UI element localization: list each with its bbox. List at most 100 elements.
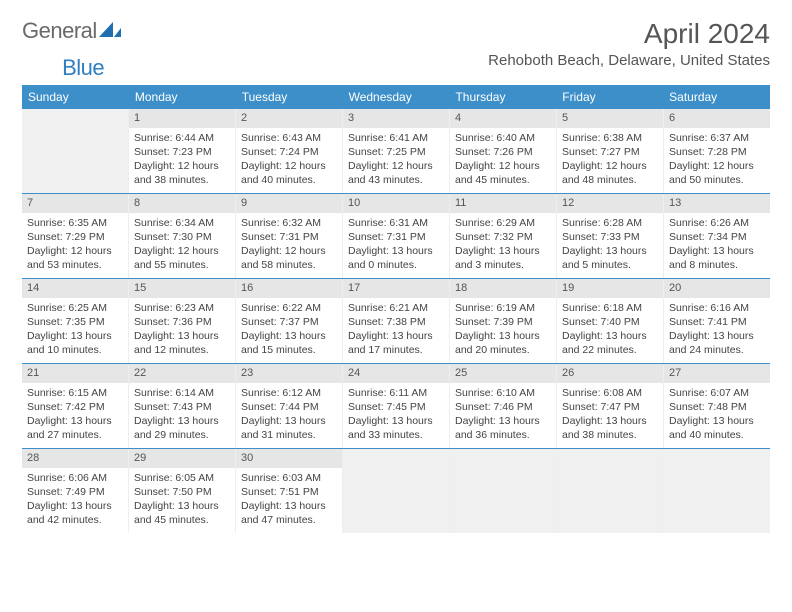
week-row: 21Sunrise: 6:15 AMSunset: 7:42 PMDayligh… <box>22 364 770 449</box>
day-cell-26: 26Sunrise: 6:08 AMSunset: 7:47 PMDayligh… <box>557 364 664 448</box>
sunrise-text: Sunrise: 6:31 AM <box>348 216 444 230</box>
day-details: Sunrise: 6:19 AMSunset: 7:39 PMDaylight:… <box>450 298 556 362</box>
week-row: 28Sunrise: 6:06 AMSunset: 7:49 PMDayligh… <box>22 449 770 533</box>
day-details: Sunrise: 6:34 AMSunset: 7:30 PMDaylight:… <box>129 213 235 277</box>
day-details: Sunrise: 6:22 AMSunset: 7:37 PMDaylight:… <box>236 298 342 362</box>
sunset-text: Sunset: 7:35 PM <box>27 315 123 329</box>
daylight-text: Daylight: 13 hours and 40 minutes. <box>669 414 765 442</box>
sunrise-text: Sunrise: 6:12 AM <box>241 386 337 400</box>
day-number: 14 <box>22 279 128 298</box>
day-number: 23 <box>236 364 342 383</box>
day-cell-8: 8Sunrise: 6:34 AMSunset: 7:30 PMDaylight… <box>129 194 236 278</box>
daylight-text: Daylight: 12 hours and 58 minutes. <box>241 244 337 272</box>
day-cell-18: 18Sunrise: 6:19 AMSunset: 7:39 PMDayligh… <box>450 279 557 363</box>
day-cell-4: 4 Sunrise: 6:40 AMSunset: 7:26 PMDaylight… <box>450 109 557 193</box>
day-cell-21: 21Sunrise: 6:15 AMSunset: 7:42 PMDayligh… <box>22 364 129 448</box>
day-details: Sunrise: 6:11 AMSunset: 7:45 PMDaylight:… <box>343 383 449 447</box>
day-cell-23: 23Sunrise: 6:12 AMSunset: 7:44 PMDayligh… <box>236 364 343 448</box>
day-details: Sunrise: 6:07 AMSunset: 7:48 PMDaylight:… <box>664 383 770 447</box>
day-cell-6: 6Sunrise: 6:37 AMSunset: 7:28 PMDaylight… <box>664 109 770 193</box>
sunrise-text: Sunrise: 6:22 AM <box>241 301 337 315</box>
day-cell-29: 29Sunrise: 6:05 AMSunset: 7:50 PMDayligh… <box>129 449 236 533</box>
day-cell-9: 9 Sunrise: 6:32 AMSunset: 7:31 PMDaylight… <box>236 194 343 278</box>
day-cell-12: 12Sunrise: 6:28 AMSunset: 7:33 PMDayligh… <box>557 194 664 278</box>
sunset-text: Sunset: 7:32 PM <box>455 230 551 244</box>
day-details: Sunrise: 6:43 AMSunset: 7:24 PMDaylight:… <box>236 128 342 192</box>
day-number: 29 <box>129 449 235 468</box>
empty-cell <box>450 449 557 533</box>
sunrise-text: Sunrise: 6:40 AM <box>455 131 551 145</box>
daylight-text: Daylight: 13 hours and 38 minutes. <box>562 414 658 442</box>
logo-sail-icon <box>99 22 121 40</box>
day-details: Sunrise: 6:38 AMSunset: 7:27 PMDaylight:… <box>557 128 663 192</box>
sunset-text: Sunset: 7:26 PM <box>455 145 551 159</box>
day-cell-30: 30Sunrise: 6:03 AMSunset: 7:51 PMDayligh… <box>236 449 343 533</box>
sunset-text: Sunset: 7:38 PM <box>348 315 444 329</box>
day-cell-22: 22Sunrise: 6:14 AMSunset: 7:43 PMDayligh… <box>129 364 236 448</box>
day-details: Sunrise: 6:14 AMSunset: 7:43 PMDaylight:… <box>129 383 235 447</box>
daylight-text: Daylight: 12 hours and 53 minutes. <box>27 244 123 272</box>
sunrise-text: Sunrise: 6:21 AM <box>348 301 444 315</box>
sunset-text: Sunset: 7:42 PM <box>27 400 123 414</box>
sunrise-text: Sunrise: 6:15 AM <box>27 386 123 400</box>
calendar: SundayMondayTuesdayWednesdayThursdayFrid… <box>22 85 770 533</box>
sunrise-text: Sunrise: 6:19 AM <box>455 301 551 315</box>
day-number: 8 <box>129 194 235 213</box>
day-cell-15: 15Sunrise: 6:23 AMSunset: 7:36 PMDayligh… <box>129 279 236 363</box>
sunrise-text: Sunrise: 6:32 AM <box>241 216 337 230</box>
sunrise-text: Sunrise: 6:28 AM <box>562 216 658 230</box>
sunrise-text: Sunrise: 6:16 AM <box>669 301 765 315</box>
day-number: 7 <box>22 194 128 213</box>
sunrise-text: Sunrise: 6:05 AM <box>134 471 230 485</box>
logo-text-general: General <box>22 18 97 44</box>
sunset-text: Sunset: 7:24 PM <box>241 145 337 159</box>
day-details: Sunrise: 6:21 AMSunset: 7:38 PMDaylight:… <box>343 298 449 362</box>
daylight-text: Daylight: 13 hours and 5 minutes. <box>562 244 658 272</box>
sunset-text: Sunset: 7:27 PM <box>562 145 658 159</box>
sunset-text: Sunset: 7:29 PM <box>27 230 123 244</box>
sunset-text: Sunset: 7:25 PM <box>348 145 444 159</box>
empty-cell <box>22 109 129 193</box>
sunset-text: Sunset: 7:46 PM <box>455 400 551 414</box>
sunrise-text: Sunrise: 6:29 AM <box>455 216 551 230</box>
day-number: 4 <box>450 109 556 128</box>
day-number: 25 <box>450 364 556 383</box>
sunrise-text: Sunrise: 6:34 AM <box>134 216 230 230</box>
day-number: 28 <box>22 449 128 468</box>
daylight-text: Daylight: 13 hours and 45 minutes. <box>134 499 230 527</box>
day-number: 1 <box>129 109 235 128</box>
sunset-text: Sunset: 7:31 PM <box>241 230 337 244</box>
day-cell-1: 1Sunrise: 6:44 AMSunset: 7:23 PMDaylight… <box>129 109 236 193</box>
daylight-text: Daylight: 13 hours and 33 minutes. <box>348 414 444 442</box>
daylight-text: Daylight: 12 hours and 45 minutes. <box>455 159 551 187</box>
sunset-text: Sunset: 7:49 PM <box>27 485 123 499</box>
daylight-text: Daylight: 13 hours and 36 minutes. <box>455 414 551 442</box>
day-number: 19 <box>557 279 663 298</box>
sunrise-text: Sunrise: 6:11 AM <box>348 386 444 400</box>
weekday-header-friday: Friday <box>556 85 663 109</box>
daylight-text: Daylight: 13 hours and 42 minutes. <box>27 499 123 527</box>
day-cell-17: 17Sunrise: 6:21 AMSunset: 7:38 PMDayligh… <box>343 279 450 363</box>
sunset-text: Sunset: 7:23 PM <box>134 145 230 159</box>
empty-cell <box>343 449 450 533</box>
sunset-text: Sunset: 7:33 PM <box>562 230 658 244</box>
sunset-text: Sunset: 7:28 PM <box>669 145 765 159</box>
day-cell-25: 25 Sunrise: 6:10 AMSunset: 7:46 PMDayligh… <box>450 364 557 448</box>
day-cell-3: 3Sunrise: 6:41 AMSunset: 7:25 PMDaylight… <box>343 109 450 193</box>
sunset-text: Sunset: 7:31 PM <box>348 230 444 244</box>
day-number: 27 <box>664 364 770 383</box>
day-number: 22 <box>129 364 235 383</box>
daylight-text: Daylight: 13 hours and 27 minutes. <box>27 414 123 442</box>
day-number: 2 <box>236 109 342 128</box>
week-row: 14Sunrise: 6:25 AMSunset: 7:35 PMDayligh… <box>22 279 770 364</box>
sunset-text: Sunset: 7:51 PM <box>241 485 337 499</box>
daylight-text: Daylight: 13 hours and 8 minutes. <box>669 244 765 272</box>
day-cell-27: 27Sunrise: 6:07 AMSunset: 7:48 PMDayligh… <box>664 364 770 448</box>
daylight-text: Daylight: 13 hours and 31 minutes. <box>241 414 337 442</box>
sunset-text: Sunset: 7:41 PM <box>669 315 765 329</box>
sunrise-text: Sunrise: 6:35 AM <box>27 216 123 230</box>
day-number: 13 <box>664 194 770 213</box>
day-number: 9 <box>236 194 342 213</box>
day-number: 6 <box>664 109 770 128</box>
sunrise-text: Sunrise: 6:10 AM <box>455 386 551 400</box>
